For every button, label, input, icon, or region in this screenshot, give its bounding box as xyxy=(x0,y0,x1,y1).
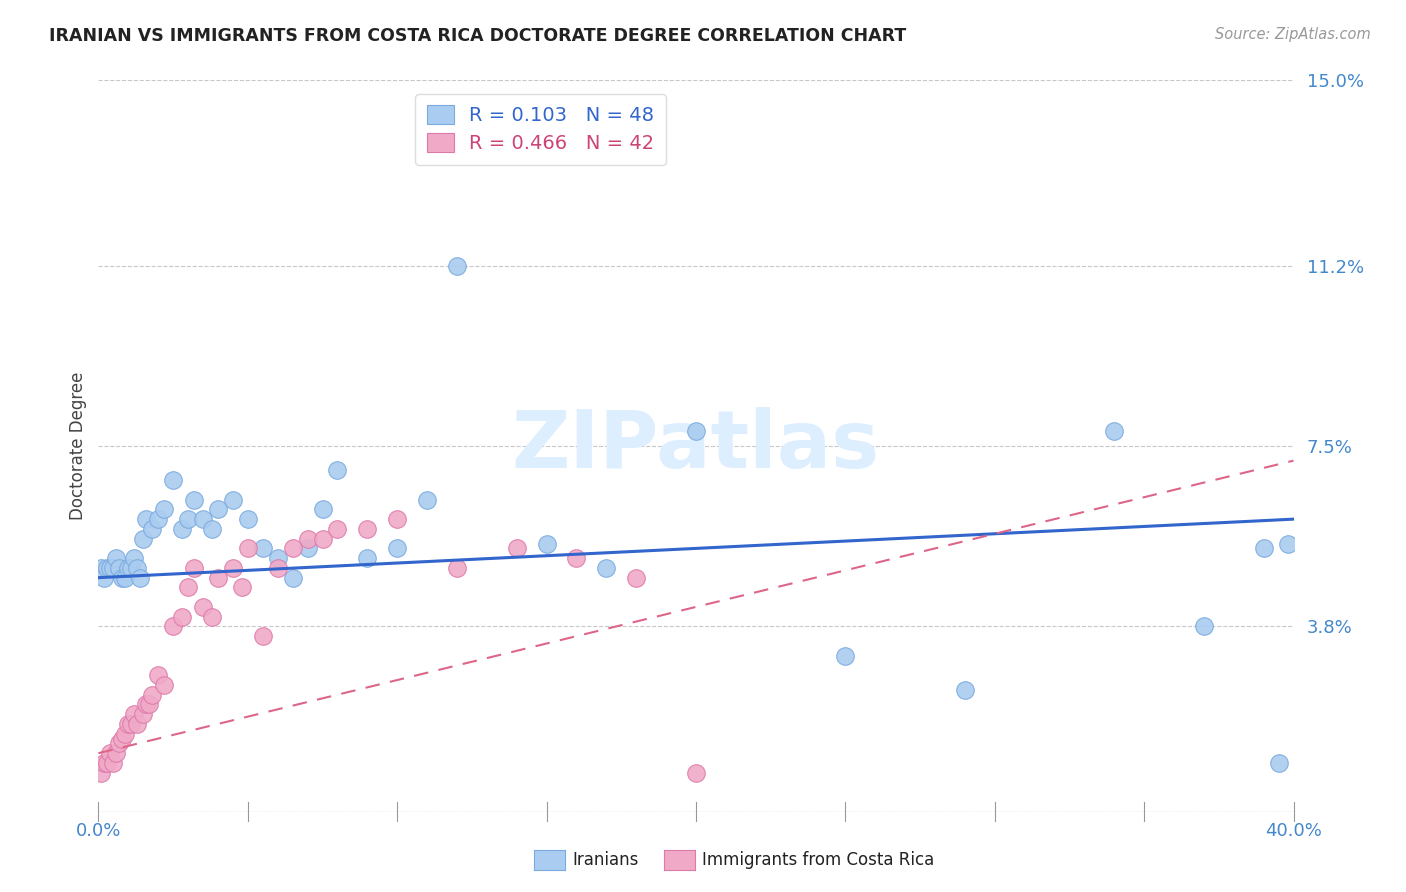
Point xyxy=(281,571,304,585)
Point xyxy=(281,541,304,556)
Point xyxy=(953,682,976,697)
Point xyxy=(1192,619,1215,633)
Point xyxy=(595,561,617,575)
Point xyxy=(222,492,245,507)
Point xyxy=(183,492,205,507)
Point xyxy=(105,551,128,566)
Point xyxy=(326,463,349,477)
Point xyxy=(103,561,125,575)
Point xyxy=(356,522,378,536)
Point xyxy=(132,532,155,546)
Point xyxy=(236,541,259,556)
Point xyxy=(506,541,529,556)
Point xyxy=(172,609,194,624)
Point xyxy=(207,502,229,516)
Point xyxy=(148,512,170,526)
Point xyxy=(153,502,176,516)
Point xyxy=(207,571,229,585)
Point xyxy=(124,707,146,722)
Point xyxy=(111,571,134,585)
Point xyxy=(385,541,409,556)
Point xyxy=(252,541,274,556)
Point xyxy=(148,668,170,682)
Y-axis label: Doctorate Degree: Doctorate Degree xyxy=(69,372,87,520)
Point xyxy=(385,512,409,526)
Text: Iranians: Iranians xyxy=(572,851,638,869)
Point xyxy=(356,551,378,566)
Point xyxy=(108,736,131,750)
Point xyxy=(177,581,200,595)
Point xyxy=(93,756,115,770)
Point xyxy=(297,532,319,546)
Point xyxy=(1267,756,1289,770)
Point xyxy=(565,551,588,566)
Point xyxy=(311,532,333,546)
Point xyxy=(96,561,118,575)
Point xyxy=(183,561,205,575)
Text: IRANIAN VS IMMIGRANTS FROM COSTA RICA DOCTORATE DEGREE CORRELATION CHART: IRANIAN VS IMMIGRANTS FROM COSTA RICA DO… xyxy=(49,27,907,45)
Point xyxy=(252,629,274,643)
Point xyxy=(236,512,259,526)
Point xyxy=(111,731,134,746)
Text: ZIPatlas: ZIPatlas xyxy=(512,407,880,485)
Point xyxy=(135,512,157,526)
Point xyxy=(626,571,648,585)
Point xyxy=(96,756,118,770)
Point xyxy=(326,522,349,536)
Point xyxy=(267,551,290,566)
Point xyxy=(231,581,253,595)
Point xyxy=(191,599,214,614)
Point xyxy=(141,522,163,536)
Point xyxy=(90,561,112,575)
Point xyxy=(98,561,122,575)
Legend: R = 0.103   N = 48, R = 0.466   N = 42: R = 0.103 N = 48, R = 0.466 N = 42 xyxy=(415,94,666,165)
Point xyxy=(162,619,184,633)
Text: Source: ZipAtlas.com: Source: ZipAtlas.com xyxy=(1215,27,1371,42)
Point xyxy=(127,717,149,731)
Point xyxy=(416,492,439,507)
Point xyxy=(90,765,112,780)
Point xyxy=(117,561,139,575)
Point xyxy=(685,765,707,780)
Point xyxy=(108,561,131,575)
Point xyxy=(297,541,319,556)
Point xyxy=(834,648,856,663)
Point xyxy=(135,698,157,712)
Point xyxy=(222,561,245,575)
Point xyxy=(141,688,163,702)
Point xyxy=(132,707,155,722)
Point xyxy=(201,522,224,536)
Point xyxy=(446,561,468,575)
Point xyxy=(162,473,184,487)
Point xyxy=(98,746,122,760)
Point xyxy=(1104,425,1126,439)
Point xyxy=(267,561,290,575)
Point xyxy=(138,698,160,712)
Point xyxy=(191,512,214,526)
Point xyxy=(536,536,558,550)
Point xyxy=(1253,541,1275,556)
Point xyxy=(172,522,194,536)
Point xyxy=(1277,536,1299,550)
Point xyxy=(120,717,142,731)
Point xyxy=(311,502,333,516)
Point xyxy=(129,571,152,585)
Point xyxy=(105,746,128,760)
Point xyxy=(685,425,707,439)
Point xyxy=(153,678,176,692)
Point xyxy=(117,717,139,731)
Text: Immigrants from Costa Rica: Immigrants from Costa Rica xyxy=(702,851,934,869)
Point xyxy=(114,727,136,741)
Point xyxy=(127,561,149,575)
Point xyxy=(120,561,142,575)
Point xyxy=(124,551,146,566)
Point xyxy=(103,756,125,770)
Point xyxy=(114,571,136,585)
Point xyxy=(201,609,224,624)
Point xyxy=(93,571,115,585)
Point xyxy=(446,259,468,273)
Point xyxy=(177,512,200,526)
